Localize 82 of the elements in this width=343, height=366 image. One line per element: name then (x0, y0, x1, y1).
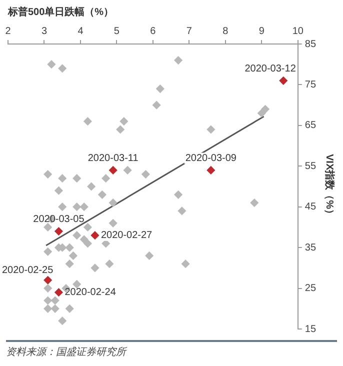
point (44, 276, 52, 284)
y-tick-label: 55 (304, 160, 316, 172)
annotation: 2020-02-27 (100, 230, 153, 242)
point (84, 239, 92, 248)
point (250, 198, 258, 207)
x-tick-label: 2 (5, 26, 12, 37)
point (105, 260, 114, 268)
y-tick-label: 75 (304, 79, 316, 90)
point (261, 105, 270, 114)
point (58, 316, 66, 325)
point (90, 264, 100, 272)
point (142, 170, 150, 178)
point (108, 166, 118, 174)
point (102, 174, 110, 182)
point (152, 100, 161, 110)
point (44, 284, 52, 292)
point (66, 304, 74, 313)
annotation: 2020-03-05 (33, 214, 85, 226)
point (72, 202, 81, 211)
point (44, 296, 52, 305)
chart-title: 标普500单日跌幅（%） (7, 6, 114, 18)
point (108, 219, 118, 228)
point (84, 117, 92, 126)
y-tick-label: 45 (304, 202, 316, 213)
point (72, 174, 81, 182)
x-tick-label: 3 (41, 26, 48, 37)
point (66, 260, 74, 268)
point (47, 60, 56, 68)
x-tick-label: 9 (258, 26, 265, 37)
point (145, 252, 154, 260)
y-tick-label: 65 (304, 120, 316, 132)
point (58, 202, 66, 211)
point (72, 231, 81, 240)
annotation: 2020-03-11 (88, 152, 139, 164)
point (98, 190, 106, 199)
point (178, 206, 186, 216)
point (58, 64, 66, 73)
text: 资料来源：国盛证券研究所 (6, 340, 337, 359)
y-tick-label: 15 (304, 324, 316, 335)
x-tick-label: 10 (292, 26, 304, 37)
point (72, 280, 81, 288)
annotation: 2020-03-12 (244, 63, 296, 74)
point (54, 288, 63, 296)
point (84, 223, 92, 232)
y-tick-label: 25 (304, 283, 316, 294)
point (69, 252, 78, 260)
point (123, 166, 132, 174)
annotation: 2020-02-25 (2, 264, 54, 276)
x-tick-label: 6 (150, 26, 156, 37)
point (44, 170, 52, 178)
point (116, 125, 124, 134)
y-axis-title: VIX指数（%） (323, 154, 336, 220)
point (174, 56, 182, 64)
y-tick-label: 35 (304, 242, 316, 254)
x-tick-label: 4 (78, 26, 84, 37)
point (44, 223, 52, 232)
annotation: 2020-02-24 (64, 287, 116, 298)
point (54, 186, 63, 195)
point (90, 231, 100, 240)
point (174, 190, 182, 199)
point (206, 166, 216, 174)
point (279, 76, 288, 85)
point (80, 202, 88, 211)
point (44, 304, 52, 313)
point (156, 84, 164, 93)
x-tick-label: 8 (222, 26, 229, 37)
x-tick-label: 5 (114, 26, 120, 37)
point (87, 182, 96, 191)
point (54, 227, 63, 236)
point (258, 109, 266, 118)
point (206, 125, 216, 134)
point (51, 304, 60, 313)
point (120, 117, 128, 126)
point (181, 260, 190, 268)
annotation: 2020-03-09 (185, 152, 237, 164)
point (66, 243, 74, 252)
point (51, 296, 60, 305)
y-tick-label: 85 (304, 38, 316, 50)
x-tick-label: 7 (186, 26, 192, 37)
point (44, 248, 52, 256)
point (58, 174, 66, 182)
point (108, 198, 118, 207)
